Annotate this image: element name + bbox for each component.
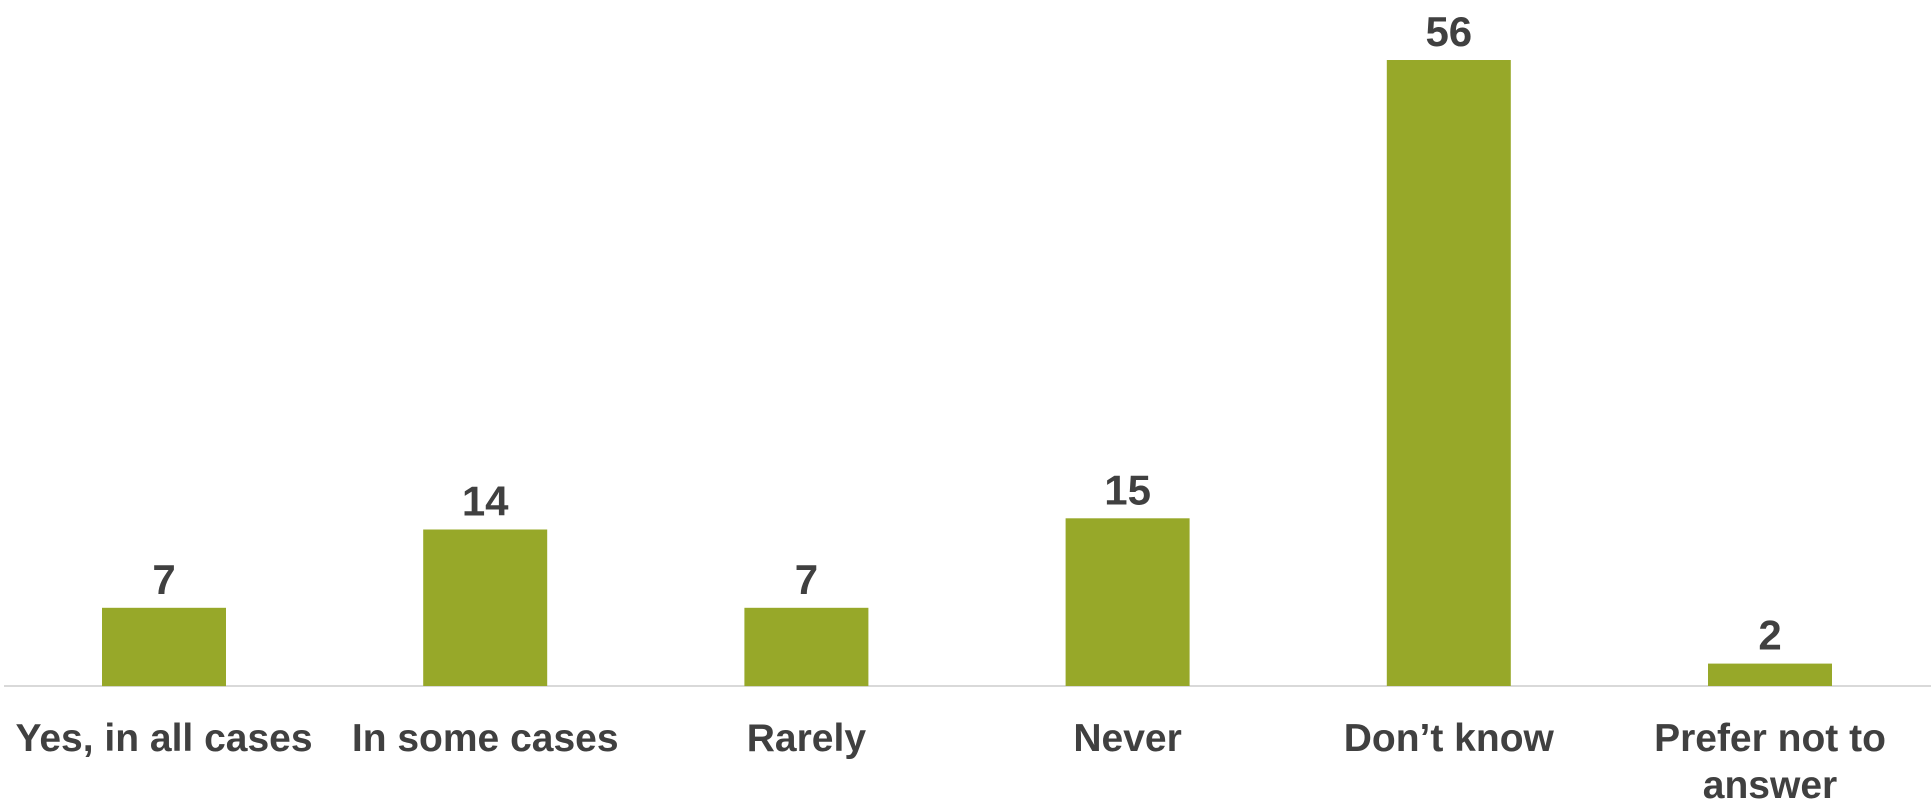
bar-5: [1386, 60, 1511, 686]
data-label-2: 14: [462, 478, 509, 525]
category-label-3: Rarely: [747, 717, 867, 760]
bar-6: [1708, 663, 1832, 686]
bar-2: [423, 529, 548, 686]
category-label-1: Yes, in all cases: [15, 717, 312, 760]
bar-4: [1065, 518, 1190, 686]
data-label-3: 7: [795, 556, 818, 603]
data-label-1: 7: [152, 556, 175, 603]
data-labels-group: 7 14 7 15 56 2: [152, 8, 1781, 659]
data-label-4: 15: [1104, 466, 1151, 513]
category-label-5: Don’t know: [1344, 717, 1555, 760]
bar-1: [102, 607, 226, 687]
category-labels-group: Yes, in all cases In some cases Rarely Neve…: [15, 717, 1885, 803]
category-label-2: In some cases: [352, 717, 619, 760]
bars-group: [102, 60, 1832, 687]
data-label-6: 2: [1758, 612, 1781, 659]
data-label-5: 56: [1425, 8, 1472, 55]
bar-3: [744, 607, 869, 687]
category-label-4: Never: [1073, 717, 1181, 760]
category-label-6: Prefer not to answer: [1654, 717, 1886, 803]
